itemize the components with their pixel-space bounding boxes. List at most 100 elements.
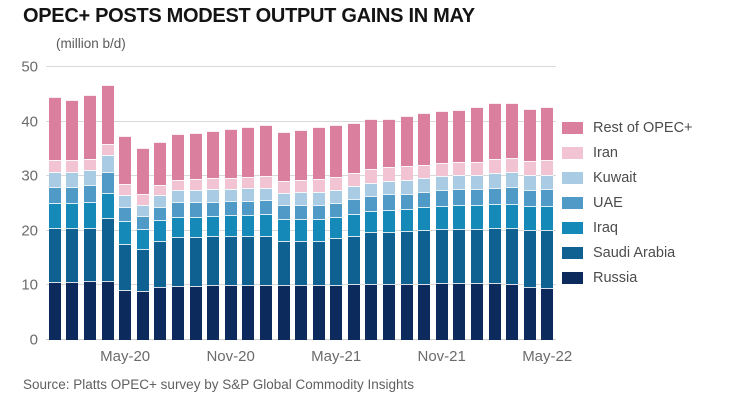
bar-segment-kuwait (189, 189, 202, 203)
bar-segment-kuwait (101, 154, 114, 172)
bar-segment-russia (277, 285, 290, 340)
bar-segment-russia (242, 285, 255, 340)
bar-segment-rest-of-opec- (418, 113, 431, 165)
legend-item-kuwait: Kuwait (562, 165, 693, 190)
bar-segment-russia (453, 283, 466, 340)
stacked-bar-Jun-21 (347, 67, 360, 340)
bar-column-Dec-20 (240, 67, 258, 340)
bar-segment-rest-of-opec- (330, 125, 343, 177)
bar-segment-iran (154, 185, 167, 196)
bar-segment-kuwait (259, 187, 272, 201)
bar-segment-iraq (383, 209, 396, 232)
bar-segment-iraq (330, 217, 343, 239)
y-tick-0: 0 (29, 331, 38, 349)
bar-segment-saudi-arabia (136, 249, 149, 291)
bar-segment-saudi-arabia (418, 230, 431, 284)
bar-segment-kuwait (66, 171, 79, 187)
bar-column-Jul-20 (152, 67, 170, 340)
bar-segment-rest-of-opec- (383, 119, 396, 167)
stacked-bar-Jan-22 (471, 67, 484, 340)
bar-segment-russia (400, 283, 413, 340)
bar-segment-kuwait (418, 178, 431, 193)
bar-segment-rest-of-opec- (471, 107, 484, 162)
bar-segment-rest-of-opec- (136, 147, 149, 195)
bar-column-Jan-21 (257, 67, 275, 340)
stacked-bar-Dec-21 (453, 67, 466, 340)
bar-segment-saudi-arabia (312, 240, 325, 285)
bar-segment-uae (435, 190, 448, 207)
legend-label: Russia (593, 269, 638, 286)
legend-label: Iran (593, 144, 618, 161)
bar-segment-kuwait (365, 182, 378, 196)
bar-segment-iraq (189, 216, 202, 237)
bar-segment-saudi-arabia (171, 237, 184, 286)
bar-segment-kuwait (277, 192, 290, 206)
bar-column-Jun-20 (134, 67, 152, 340)
bar-segment-iraq (453, 205, 466, 229)
bar-segment-iran (418, 164, 431, 179)
bar-segment-saudi-arabia (541, 230, 554, 288)
bar-segment-saudi-arabia (471, 228, 484, 284)
bar-segment-iran (347, 172, 360, 187)
bar-segment-rest-of-opec- (207, 130, 220, 179)
bar-segment-russia (383, 284, 396, 340)
stacked-bar-Aug-21 (383, 67, 396, 340)
bar-segment-iraq (347, 213, 360, 236)
bar-segment-iran (189, 179, 202, 190)
bar-segment-rest-of-opec- (259, 124, 272, 177)
bar-segment-saudi-arabia (400, 231, 413, 284)
bar-segment-russia (259, 285, 272, 340)
stacked-bar-May-20 (119, 67, 132, 340)
bar-segment-rest-of-opec- (541, 107, 554, 161)
chart-title: OPEC+ POSTS MODEST OUTPUT GAINS IN MAY (23, 5, 475, 27)
bar-column-Dec-21 (451, 67, 469, 340)
bar-segment-uae (136, 216, 149, 230)
bar-column-Mar-21 (292, 67, 310, 340)
bar-column-Apr-22 (521, 67, 539, 340)
bar-segment-russia (66, 281, 79, 340)
bar-segment-uae (83, 184, 96, 203)
stacked-bar-Oct-21 (418, 67, 431, 340)
stacked-bar-Nov-21 (435, 67, 448, 340)
stacked-bar-Mar-21 (295, 67, 308, 340)
bar-segment-iraq (119, 221, 132, 244)
bar-segment-iran (488, 159, 501, 173)
bar-segment-uae (312, 205, 325, 220)
bar-column-Mar-22 (503, 67, 521, 340)
x-axis-tick-labels: May-20 Nov-20 May-21 Nov-21 May-22 (46, 348, 572, 368)
bar-segment-saudi-arabia (506, 227, 519, 284)
bar-segment-iran (207, 178, 220, 190)
bar-segment-kuwait (48, 171, 61, 187)
bar-segment-rest-of-opec- (347, 122, 360, 173)
bar-segment-iran (295, 179, 308, 193)
bar-segment-russia (154, 286, 167, 340)
bar-segment-rest-of-opec- (171, 133, 184, 180)
bar-segment-iraq (277, 219, 290, 241)
bar-segment-uae (453, 189, 466, 206)
bar-segment-kuwait (347, 186, 360, 200)
bar-column-Oct-21 (415, 67, 433, 340)
bar-segment-uae (347, 199, 360, 214)
bar-segment-uae (101, 171, 114, 193)
stacked-bar-Feb-20 (66, 67, 79, 340)
bar-segment-kuwait (383, 180, 396, 195)
bar-segment-saudi-arabia (224, 236, 237, 286)
bar-segment-iraq (224, 215, 237, 237)
legend-swatch (562, 221, 583, 234)
bar-segment-rest-of-opec- (435, 110, 448, 163)
bar-segment-iran (330, 176, 343, 190)
bar-segment-rest-of-opec- (83, 94, 96, 159)
bar-segment-iraq (418, 207, 431, 231)
bar-segment-uae (171, 202, 184, 218)
bar-segment-rest-of-opec- (66, 100, 79, 161)
bar-segment-iraq (295, 219, 308, 241)
bar-segment-rest-of-opec- (101, 84, 114, 145)
bar-segment-saudi-arabia (488, 227, 501, 284)
bar-segment-saudi-arabia (365, 232, 378, 285)
bar-segment-rest-of-opec- (48, 96, 61, 161)
bar-segment-kuwait (523, 175, 536, 190)
bar-column-Mar-20 (81, 67, 99, 340)
bar-segment-uae (259, 200, 272, 215)
source-note: Source: Platts OPEC+ survey by S&P Globa… (23, 377, 415, 392)
bar-segment-russia (506, 283, 519, 340)
